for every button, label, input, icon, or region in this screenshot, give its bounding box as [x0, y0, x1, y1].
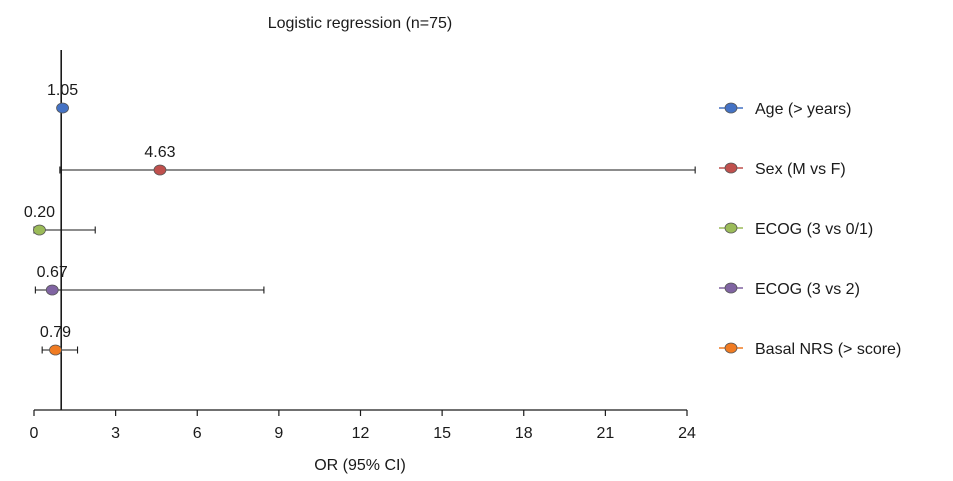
data-point [56, 102, 69, 114]
legend: Age (> years) Sex (M vs F) ECOG (3 vs 0/1)… [719, 101, 901, 358]
data-label: 1.05 [47, 82, 78, 99]
x-tick-label: 12 [352, 425, 370, 442]
legend-label: Sex (M vs F) [755, 161, 846, 178]
x-tick-label: 18 [515, 425, 533, 442]
legend-swatch-marker [724, 222, 738, 234]
legend-swatch-marker [724, 282, 738, 294]
legend-label: Age (> years) [755, 101, 851, 118]
axes-group: 0 3 6 9 12 15 18 21 24 [30, 50, 696, 442]
data-point [45, 284, 59, 296]
data-label: 0.79 [40, 324, 71, 341]
chart-title: Logistic regression (n=75) [268, 15, 453, 32]
x-tick-label: 21 [596, 425, 614, 442]
data-point [49, 344, 62, 356]
marks-group: 1.05 4.63 0.20 0.67 0.79 [24, 82, 696, 356]
x-tick-label: 9 [274, 425, 283, 442]
legend-label: ECOG (3 vs 2) [755, 281, 860, 298]
x-tick-label: 24 [678, 425, 696, 442]
x-axis-title: OR (95% CI) [314, 457, 406, 474]
data-label: 0.67 [37, 264, 68, 281]
legend-swatch-marker [724, 102, 738, 114]
x-tick-label: 6 [193, 425, 202, 442]
data-label: 0.20 [24, 204, 55, 221]
data-point [153, 164, 167, 176]
legend-swatch-marker [724, 162, 738, 174]
data-point [33, 224, 46, 236]
x-tick-label: 15 [433, 425, 451, 442]
data-label: 4.63 [144, 144, 175, 161]
legend-label: Basal NRS (> score) [755, 341, 901, 358]
legend-label: ECOG (3 vs 0/1) [755, 221, 873, 238]
legend-swatch-marker [724, 342, 738, 354]
x-tick-label: 0 [30, 425, 39, 442]
x-tick-label: 3 [111, 425, 120, 442]
